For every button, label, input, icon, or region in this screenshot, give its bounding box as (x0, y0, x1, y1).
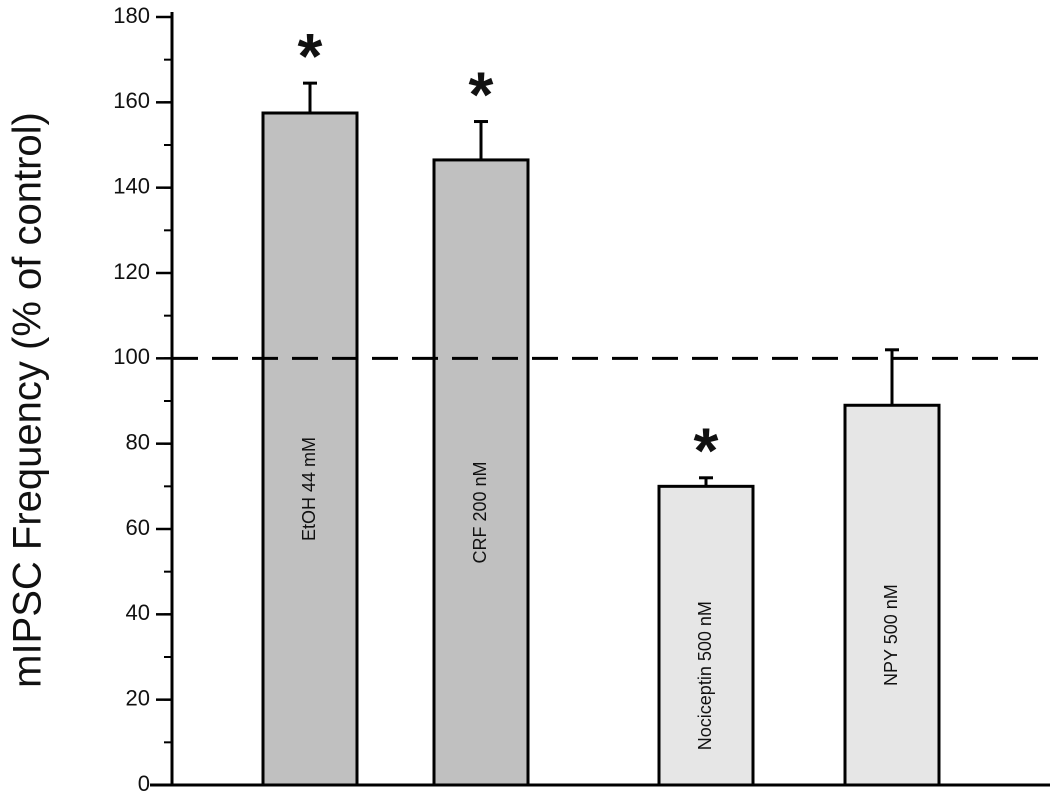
category-label: CRF 200 nM (470, 461, 490, 563)
y-tick-label: 160 (113, 88, 150, 113)
y-tick-label: 100 (113, 344, 150, 369)
y-tick-label: 20 (126, 685, 150, 710)
category-label: Nociceptin 500 nM (695, 601, 715, 750)
significance-mark: * (469, 58, 494, 130)
y-tick-label: 80 (126, 429, 150, 454)
category-label: EtOH 44 mM (299, 437, 319, 541)
y-tick-label: 140 (113, 173, 150, 198)
y-tick-label: 120 (113, 259, 150, 284)
bar (657, 484, 755, 787)
bar (261, 111, 359, 787)
significance-mark: * (694, 415, 719, 487)
y-axis-title: mIPSC Frequency (% of control) (6, 112, 50, 688)
y-tick-label: 60 (126, 515, 150, 540)
y-tick-label: 40 (126, 600, 150, 625)
category-label: NPY 500 nM (881, 584, 901, 686)
y-tick-label: 180 (113, 3, 150, 28)
y-tick-label: 0 (138, 771, 150, 796)
bar (843, 403, 941, 787)
bar (432, 158, 530, 787)
significance-mark: * (298, 20, 323, 92)
